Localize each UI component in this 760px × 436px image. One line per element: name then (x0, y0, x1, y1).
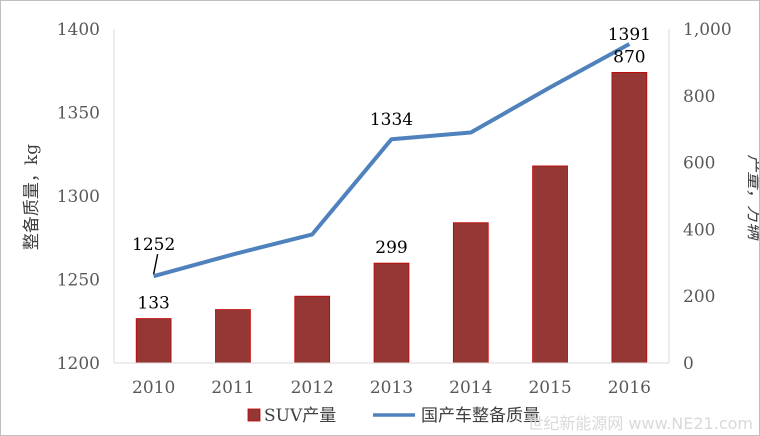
data-labels: 133 299 870 1252 1334 1391 (132, 25, 651, 314)
y-right-tick-800: 800 (683, 87, 715, 107)
y-right-tick-600: 600 (683, 154, 715, 174)
x-tick-2011: 2011 (211, 378, 254, 398)
data-label-299: 299 (375, 238, 407, 258)
x-tick-2013: 2013 (370, 378, 413, 398)
data-label-870: 870 (613, 47, 645, 67)
data-label-133: 133 (137, 294, 169, 314)
legend-label-suv: SUV产量 (264, 406, 336, 426)
x-tick-2012: 2012 (291, 378, 334, 398)
legend-swatch-suv (247, 408, 261, 422)
data-label-1391: 1391 (608, 25, 651, 45)
x-tick-2016: 2016 (608, 378, 651, 398)
y-axis-right-title: 产量，万辆 (744, 155, 759, 243)
bar-2012 (294, 295, 331, 364)
x-tick-2014: 2014 (449, 378, 492, 398)
y-left-tick-1300: 1300 (57, 187, 100, 207)
bar-series (135, 72, 648, 364)
bar-2011 (215, 309, 251, 364)
y-left-tick-1400: 1400 (57, 20, 100, 40)
y-left-tick-1200: 1200 (57, 354, 100, 374)
bar-2014 (452, 222, 489, 364)
line-mass (153, 42, 631, 279)
y-right-tick-1000: 1,000 (683, 20, 732, 40)
y-left-tick-1350: 1350 (57, 104, 100, 124)
axes (113, 29, 670, 364)
y-left-tick-1250: 1250 (57, 271, 100, 291)
data-label-1252: 1252 (132, 235, 175, 255)
y-right-tick-200: 200 (683, 287, 715, 307)
bar-2010 (135, 318, 172, 364)
data-label-1334: 1334 (370, 110, 413, 130)
legend: SUV产量 国产车整备质量 (247, 406, 540, 426)
y-axis-left-title: 整备质量，kg (22, 144, 42, 250)
bar-2013 (373, 262, 410, 364)
watermark: 世纪新能源网 www.NE21.com (527, 414, 753, 433)
y-right-tick-400: 400 (683, 220, 715, 240)
x-tick-2015: 2015 (528, 378, 571, 398)
leader-line-1252 (152, 254, 159, 275)
y-right-tick-0: 0 (683, 354, 694, 374)
legend-label-mass: 国产车整备质量 (421, 406, 540, 426)
bar-2015 (532, 165, 568, 364)
bar-2016 (611, 72, 648, 364)
line-series (153, 42, 631, 279)
x-tick-2010: 2010 (132, 378, 175, 398)
tick-labels: 1200 1250 1300 1350 1400 0 200 400 600 800 1,000 20… (57, 20, 732, 398)
